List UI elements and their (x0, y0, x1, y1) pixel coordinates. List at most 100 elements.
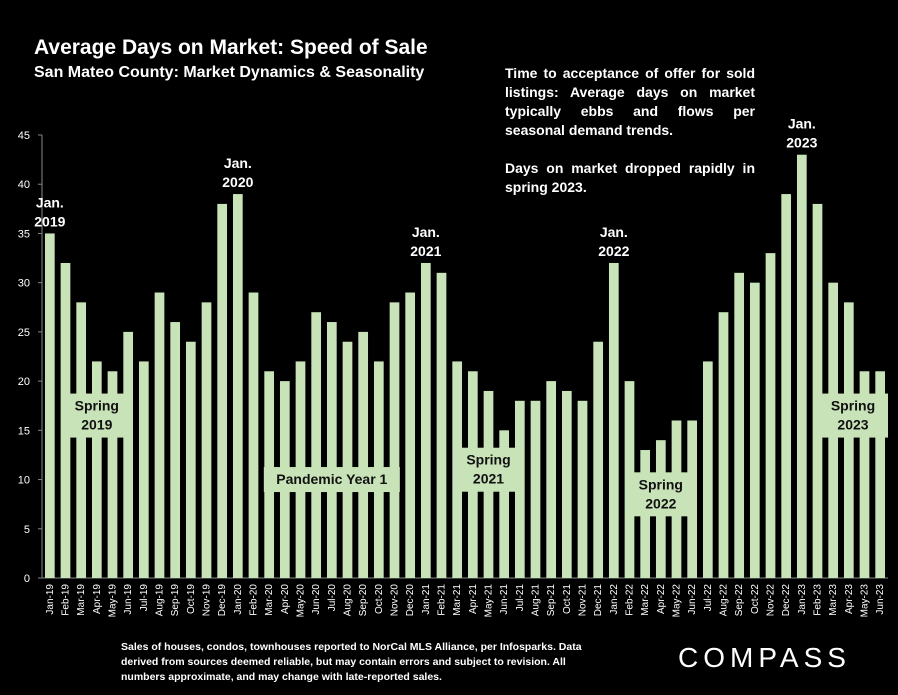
bar (843, 302, 854, 578)
bar (123, 331, 134, 578)
bar (765, 253, 776, 578)
bar (170, 322, 181, 578)
x-tick-label: Aug-22 (719, 584, 730, 617)
bar (389, 302, 400, 578)
x-tick-label: Sep-21 (546, 584, 557, 617)
bar (436, 272, 447, 578)
chart-subtitle: San Mateo County: Market Dynamics & Seas… (34, 64, 425, 81)
x-tick-label: Feb-22 (625, 584, 636, 616)
x-tick-label: Mar-20 (264, 584, 275, 616)
x-tick-label: Sep-22 (734, 584, 745, 617)
x-tick-label: Dec-19 (217, 584, 228, 617)
bar (185, 341, 196, 578)
year-start-annotation: Jan. 2019 (34, 194, 65, 229)
bar (91, 361, 102, 578)
x-tick-label: Dec-20 (405, 584, 416, 617)
y-tick-label: 10 (18, 475, 30, 487)
commentary-note: Time to acceptance of offer for sold lis… (505, 64, 755, 197)
x-tick-label: May-22 (672, 584, 683, 618)
x-tick-label: Mar-19 (76, 584, 87, 616)
x-tick-label: Feb-19 (61, 584, 72, 616)
bar (311, 312, 322, 578)
x-tick-label: Mar-23 (828, 584, 839, 616)
bar (530, 400, 541, 578)
x-tick-label: Apr-23 (844, 584, 855, 614)
x-tick-label: Jun-19 (123, 584, 134, 615)
x-tick-label: Mar-22 (640, 584, 651, 616)
x-tick-label: Jul-22 (703, 584, 714, 612)
x-tick-label: Jan-19 (45, 584, 56, 615)
x-tick-label: Dec-21 (593, 584, 604, 617)
bar (734, 272, 745, 578)
x-tick-label: May-23 (860, 584, 871, 618)
annotation-box (818, 393, 888, 438)
x-tick-label: May-21 (484, 584, 495, 618)
x-tick-label: Oct-22 (750, 584, 761, 614)
x-tick-label: Jan-20 (233, 584, 244, 615)
bar (76, 302, 87, 578)
y-tick-label: 25 (18, 327, 30, 339)
annotation-box (263, 467, 400, 493)
commentary-paragraph-2: Days on market dropped rapidly in spring… (505, 160, 755, 195)
x-tick-label: Jun-20 (311, 584, 322, 615)
x-tick-label: Jan-21 (421, 584, 432, 615)
x-tick-label: Oct-19 (186, 584, 197, 614)
x-tick-label: Jun-21 (499, 584, 510, 615)
annotation-box (625, 472, 696, 517)
x-tick-label: Jun-22 (687, 584, 698, 615)
x-tick-label: Apr-22 (656, 584, 667, 614)
source-footnote: Sales of houses, condos, townhouses repo… (121, 641, 582, 683)
y-tick-label: 30 (18, 278, 30, 290)
x-tick-label: Oct-20 (374, 584, 385, 614)
y-tick-label: 15 (18, 425, 30, 437)
compass-logo: COMPASS (678, 642, 851, 673)
bar (702, 361, 713, 578)
annotation-box (61, 393, 132, 438)
period-annotation: Spring 2019 (75, 398, 119, 433)
period-annotation: Pandemic Year 1 (276, 471, 387, 487)
x-tick-label: Apr-19 (92, 584, 103, 614)
bar (749, 282, 760, 578)
bar (593, 341, 604, 578)
x-tick-label: Aug-19 (155, 584, 166, 617)
x-tick-label: Jul-20 (327, 584, 338, 612)
x-tick-label: Nov-22 (766, 584, 777, 617)
x-tick-label: Oct-21 (562, 584, 573, 614)
x-tick-label: Jul-21 (515, 584, 526, 612)
annotation-box (453, 447, 524, 492)
year-start-annotation: Jan. 2021 (410, 224, 441, 259)
bar (561, 390, 572, 578)
bar (546, 381, 557, 578)
y-tick-label: 0 (24, 573, 30, 585)
x-tick-label: May-19 (108, 584, 119, 618)
x-tick-label: Jan-23 (797, 584, 808, 615)
bar (358, 331, 369, 578)
x-tick-label: Feb-20 (249, 584, 260, 616)
bar (217, 203, 228, 578)
bar (577, 400, 588, 578)
bar (201, 302, 212, 578)
commentary-paragraph-1: Time to acceptance of offer for sold lis… (505, 65, 755, 138)
bar (138, 361, 149, 578)
bar-chart: 0 5 10 15 20 25 30 35 40 45 Jan-19 Feb-19 Mar-19 Apr-… (18, 116, 888, 618)
x-tick-label: Aug-21 (531, 584, 542, 617)
period-annotation: Spring 2022 (639, 476, 683, 511)
bar (875, 371, 886, 578)
y-tick-label: 20 (18, 376, 30, 388)
x-tick-label: Sep-19 (170, 584, 181, 617)
bar (44, 233, 55, 578)
bar (499, 430, 510, 578)
x-tick-label: Jun-23 (875, 584, 886, 615)
x-tick-label: Nov-21 (578, 584, 589, 617)
x-tick-label: May-20 (296, 584, 307, 618)
bar (420, 262, 431, 578)
x-tick-label: Aug-20 (343, 584, 354, 617)
bar (812, 203, 823, 578)
y-tick-label: 45 (18, 130, 30, 142)
x-tick-label: Mar-21 (452, 584, 463, 616)
y-tick-label: 5 (24, 524, 30, 536)
bar (232, 194, 243, 579)
year-start-annotation: Jan. 2022 (598, 224, 629, 259)
x-tick-label: Nov-19 (202, 584, 213, 617)
x-tick-label: Apr-21 (468, 584, 479, 614)
